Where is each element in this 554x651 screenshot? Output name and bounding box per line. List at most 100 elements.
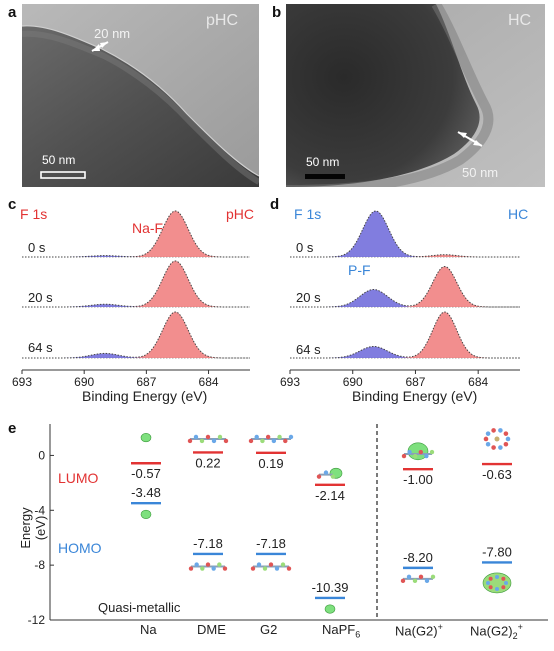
nag2-homo-orbital-icon-atom-4: [424, 578, 430, 584]
xps-c-sample: pHC: [226, 206, 255, 222]
napf6-lumo-molecule-icon-atom-0: [316, 474, 322, 479]
xps-d-series-0-peak-1: [290, 254, 520, 257]
xps-c-series-2-envelope: [22, 311, 250, 359]
homo-label: HOMO: [58, 540, 102, 556]
homo-value-0: -3.48: [131, 485, 161, 500]
g2-lumo-orbital-icon: [248, 434, 294, 444]
lumo-value-2: 0.19: [258, 456, 283, 471]
xps-d-tick-label-1: 690: [343, 375, 363, 389]
g2-homo-orbital-icon-atom-2: [262, 566, 268, 571]
lumo-value-0: -0.57: [131, 466, 161, 481]
g2-homo-orbital-icon-atom-0: [250, 566, 256, 571]
homo-value-5: -7.80: [482, 544, 512, 559]
dme-lumo-orbital-icon: [187, 434, 229, 444]
phc-title: pHC: [206, 12, 239, 29]
phc-scale-bar-label: 50 nm: [42, 153, 76, 167]
xps-c-time-2: 64 s: [28, 340, 53, 355]
x-label-g2: G2: [260, 622, 278, 637]
xps-c-tick-label-3: 684: [199, 375, 219, 389]
x-label-napf6: NaPF6: [322, 622, 361, 640]
xps-d-series-2-peak-0: [290, 346, 520, 358]
xps-c-tick-label-0: 693: [12, 375, 32, 389]
g2-lumo-orbital-icon-atom-2: [260, 438, 265, 444]
dme-lumo-orbital-icon-atom-0: [187, 438, 193, 444]
na-homo-orbital-icon: [140, 509, 152, 519]
dme-homo-orbital-icon-atom-1: [194, 562, 199, 567]
nag2-homo-orbital-icon-atom-3: [418, 574, 424, 580]
nag22-homo-atom-3: [488, 585, 493, 590]
dme-lumo-orbital-icon-atom-6: [223, 438, 229, 444]
energy-y-tick-label-3: -12: [28, 613, 46, 627]
dme-homo-orbital-icon-atom-4: [211, 566, 216, 571]
xps-c-series-0-envelope: [22, 210, 250, 258]
xps-d-time-0: 0 s: [296, 240, 314, 255]
napf6-lumo-molecule-icon-atom-2: [330, 474, 336, 479]
panel-label-c: c: [8, 196, 17, 213]
lumo-value-4: -1.00: [403, 472, 433, 487]
nag22-homo-atom-6: [495, 574, 499, 579]
phc-thickness-label: 20 nm: [94, 26, 131, 41]
nag2-lumo-molecule-icon: [401, 449, 435, 459]
xps-d-tick-label-2: 687: [405, 375, 425, 389]
nag22-homo-atom-7: [501, 576, 506, 581]
quasi-metallic-label: Quasi-metallic: [98, 600, 181, 615]
tem-phc-graphic: [22, 4, 259, 187]
nag2-lumo-molecule-icon-atom-1: [407, 449, 412, 455]
g2-homo-orbital-icon-atom-4: [274, 566, 280, 571]
nag22-lumo-atom-5: [483, 436, 489, 442]
g2-homo-orbital-icon-atom-3: [268, 562, 274, 567]
xps-d-series-1-peak-0: [290, 289, 520, 307]
dme-homo-orbital-icon-atom-3: [205, 562, 211, 567]
xps-d-series-1-envelope: [290, 266, 520, 308]
nag22-lumo-center: [494, 436, 500, 442]
g2-homo-orbital-icon: [250, 562, 292, 571]
energy-y-tick-label-0: 0: [38, 448, 45, 462]
nag22-homo-atom-2: [495, 586, 499, 591]
nag22-lumo-atom-4: [485, 441, 491, 447]
xps-d-tick-label-0: 693: [280, 375, 300, 389]
nag22-lumo-atom-6: [485, 431, 491, 436]
hc-thickness-label: 50 nm: [462, 165, 499, 180]
tem-image-hc: [286, 4, 545, 187]
nag22-lumo-atom-2: [498, 445, 503, 450]
nag2-homo-orbital-icon: [400, 574, 436, 584]
xps-d-series-0-envelope: [290, 210, 520, 258]
nag22-lumo-atom-0: [505, 436, 511, 442]
x-label-nag2: Na(G2)+: [395, 622, 443, 639]
xps-c-tick-label-1: 690: [74, 375, 94, 389]
napf6-homo-orbital-icon: [324, 604, 336, 614]
lumo-value-1: 0.22: [195, 455, 220, 470]
g2-lumo-orbital-icon-atom-1: [254, 434, 259, 440]
g2-lumo-orbital-icon-atom-6: [283, 438, 288, 444]
energy-y-tick-label-2: -8: [34, 558, 45, 572]
xps-c-time-0: 0 s: [28, 240, 46, 255]
homo-value-1: -7.18: [193, 536, 223, 551]
napf6-homo-orbital-icon-lobe: [324, 604, 336, 614]
nag22-homo-atom-5: [488, 576, 493, 581]
nag2-homo-orbital-icon-atom-5: [430, 574, 436, 580]
xps-d-series-2-envelope: [290, 311, 520, 359]
lumo-value-5: -0.63: [482, 467, 512, 482]
napf6-lumo-molecule-icon: [316, 470, 336, 479]
dme-lumo-orbital-icon-atom-5: [217, 434, 223, 440]
nag22-lumo-atom-1: [503, 441, 509, 447]
g2-lumo-orbital-icon-atom-5: [277, 434, 282, 440]
energy-y-tick-label-1: -4: [34, 503, 45, 517]
dme-lumo-orbital-icon-atom-2: [199, 438, 205, 444]
hc-scale-bar-label: 50 nm: [306, 155, 340, 169]
dme-homo-orbital-icon-atom-0: [188, 566, 194, 571]
na-lumo-orbital-icon-lobe: [140, 433, 152, 443]
x-label-nag22: Na(G2)2+: [470, 622, 523, 641]
homo-value-4: -8.20: [403, 550, 433, 565]
xps-d-element: F 1s: [294, 206, 322, 222]
hc-title: HC: [508, 12, 532, 29]
xps-d-time-1: 20 s: [296, 290, 321, 305]
nag2-homo-orbital-icon-atom-2: [412, 578, 418, 584]
dme-homo-orbital-icon-atom-2: [200, 566, 205, 571]
nag22-homo-atom-0: [504, 580, 508, 585]
g2-homo-orbital-icon-atom-5: [280, 562, 286, 567]
panel-label-e: e: [8, 420, 17, 437]
xps-d-series-1-peak-1: [290, 266, 520, 307]
xps-d-tick-label-3: 684: [468, 375, 488, 389]
xps-c-x-axis-label: Binding Energy (eV): [82, 388, 208, 404]
